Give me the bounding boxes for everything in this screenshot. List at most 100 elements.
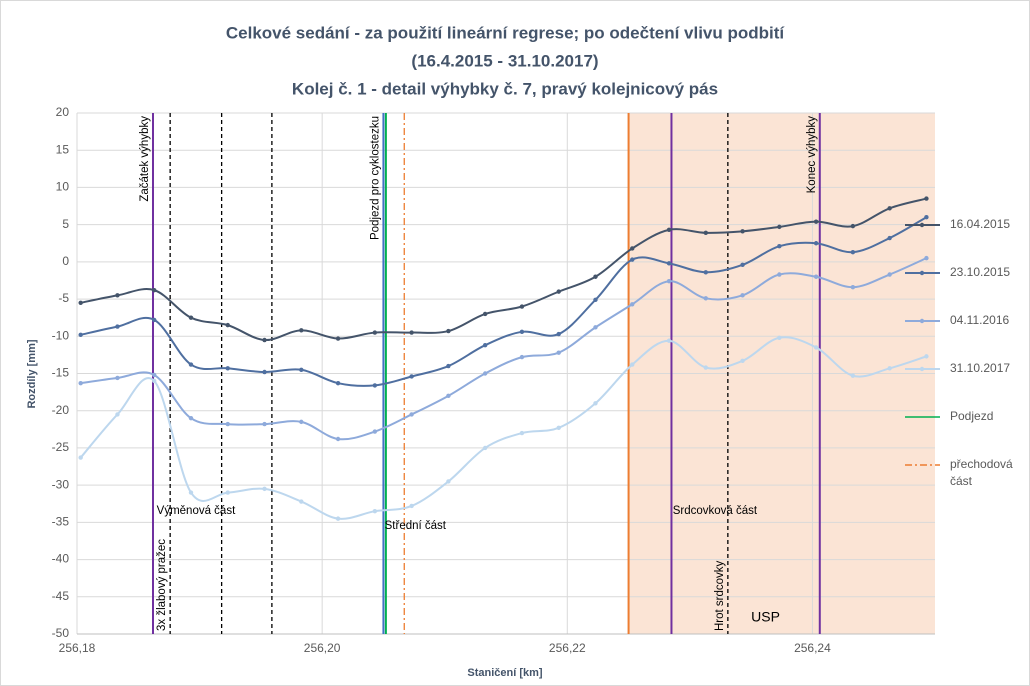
data-point: [446, 393, 451, 399]
data-point: [188, 362, 194, 367]
data-point: [519, 430, 525, 436]
data-point: [372, 383, 378, 388]
data-point: [740, 293, 745, 298]
data-point: [115, 293, 120, 298]
data-point: [777, 335, 782, 340]
data-point: [225, 366, 230, 371]
x-tick-label: 256,18: [59, 641, 96, 655]
vertical-line-label: Začátek výhybky: [139, 116, 151, 202]
data-point: [188, 415, 194, 421]
data-point: [887, 235, 892, 241]
data-point: [115, 375, 120, 381]
y-tick-label: -45: [52, 589, 70, 603]
data-point: [409, 374, 414, 379]
data-point: [850, 284, 856, 290]
data-point: [225, 322, 230, 328]
data-point: [335, 380, 341, 386]
data-point: [666, 227, 672, 233]
section-label: Výměnová část: [157, 505, 236, 517]
data-point: [556, 289, 561, 294]
data-point: [777, 224, 782, 230]
data-point: [482, 445, 488, 451]
x-tick-label: 256,20: [304, 641, 341, 655]
data-point: [482, 343, 488, 348]
data-point: [924, 354, 929, 359]
chart-title: Celkové sedání - za použití lineární reg…: [226, 23, 786, 42]
data-point: [777, 272, 782, 277]
legend-marker: [919, 270, 925, 276]
data-point: [924, 215, 929, 220]
data-point: [813, 274, 819, 279]
data-point: [630, 362, 635, 367]
data-point: [78, 300, 83, 305]
section-label: Střední část: [385, 520, 447, 532]
data-point: [593, 274, 598, 279]
data-point: [887, 366, 892, 371]
data-point: [887, 272, 892, 277]
vertical-line-label: Podjezd pro cyklostezku: [369, 116, 381, 240]
data-point: [519, 304, 525, 309]
data-point: [188, 315, 194, 320]
data-point: [556, 350, 561, 355]
data-point: [409, 330, 414, 335]
y-tick-label: -30: [52, 477, 70, 491]
y-tick-label: -40: [52, 552, 70, 566]
section-label: Srdcovková část: [673, 505, 758, 517]
y-tick-label: -35: [52, 515, 70, 529]
data-point: [630, 257, 635, 262]
data-point: [335, 336, 341, 341]
data-point: [777, 244, 782, 249]
y-tick-label: 20: [56, 105, 70, 119]
data-point: [887, 206, 892, 211]
data-point: [666, 261, 672, 266]
y-tick-label: 5: [62, 217, 69, 231]
data-point: [299, 367, 304, 372]
data-point: [924, 255, 929, 261]
data-point: [299, 328, 304, 333]
y-tick-label: 15: [56, 142, 70, 156]
series-line: [80, 257, 927, 441]
vertical-line-label: Hrot srdcovky: [714, 560, 726, 631]
data-point: [593, 297, 598, 303]
y-tick-label: 10: [56, 180, 70, 194]
data-point: [225, 490, 230, 495]
y-axis-label: Rozdíly [mm]: [26, 339, 38, 408]
data-point: [299, 419, 304, 425]
data-point: [703, 270, 708, 275]
data-point: [152, 317, 157, 323]
data-point: [372, 508, 378, 514]
data-point: [409, 412, 414, 417]
data-point: [188, 490, 194, 495]
data-point: [446, 328, 451, 334]
legend-marker: [919, 222, 925, 228]
data-point: [593, 401, 598, 406]
legend-label: 16.04.2015: [950, 217, 1010, 231]
data-point: [152, 378, 157, 384]
vertical-line-label: 3x žlabový pražec: [156, 539, 168, 631]
data-point: [666, 338, 672, 343]
data-point: [703, 296, 708, 301]
data-point: [152, 372, 157, 378]
legend-label: Podjezd: [950, 409, 993, 423]
data-point: [482, 371, 488, 376]
series-line: [80, 216, 927, 387]
data-point: [556, 331, 561, 337]
data-point: [924, 196, 929, 201]
data-point: [556, 425, 561, 431]
y-tick-label: -50: [52, 626, 70, 640]
data-point: [740, 358, 745, 364]
data-point: [262, 337, 267, 343]
legend-label: 23.10.2015: [950, 265, 1010, 279]
data-point: [813, 219, 819, 224]
x-tick-label: 256,24: [794, 641, 831, 655]
data-point: [225, 421, 230, 427]
data-point: [446, 363, 451, 369]
data-point: [446, 479, 451, 484]
data-point: [262, 486, 267, 492]
series-line: [80, 197, 927, 342]
data-point: [630, 302, 635, 307]
data-point: [850, 373, 856, 378]
data-point: [740, 229, 745, 234]
data-point: [152, 287, 157, 293]
legend-label: 04.11.2016: [950, 313, 1009, 327]
